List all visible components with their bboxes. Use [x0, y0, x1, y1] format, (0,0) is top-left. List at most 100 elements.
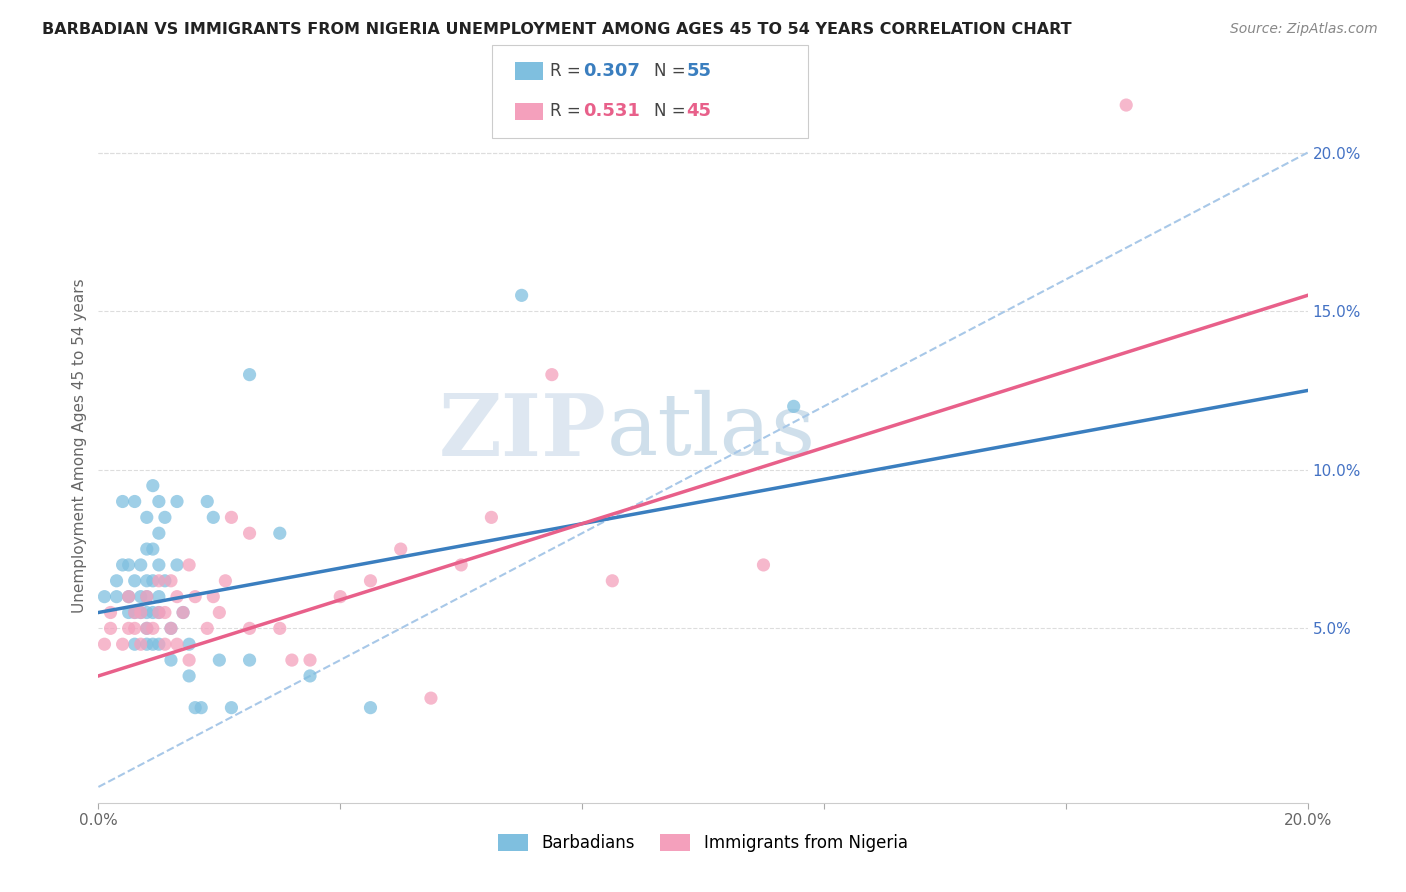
Point	[179, 653, 201, 667]
Point	[166, 558, 188, 572]
Point	[105, 590, 128, 604]
Point	[124, 637, 146, 651]
Point	[118, 590, 141, 604]
Point	[329, 590, 352, 604]
Point	[510, 288, 533, 302]
Text: ZIP: ZIP	[439, 390, 606, 474]
Point	[135, 510, 157, 524]
Point	[360, 700, 382, 714]
Text: N =: N =	[654, 62, 690, 80]
Point	[752, 558, 775, 572]
Point	[153, 510, 176, 524]
Point	[148, 606, 170, 620]
Point	[153, 606, 176, 620]
Point	[179, 637, 201, 651]
Point	[142, 542, 165, 557]
Point	[783, 400, 806, 414]
Text: Source: ZipAtlas.com: Source: ZipAtlas.com	[1230, 22, 1378, 37]
Point	[124, 621, 146, 635]
Point	[148, 526, 170, 541]
Point	[281, 653, 304, 667]
Point	[195, 621, 218, 635]
Point	[299, 669, 322, 683]
Point	[129, 637, 152, 651]
Point	[239, 526, 262, 541]
Point	[148, 637, 170, 651]
Point	[153, 574, 176, 588]
Point	[602, 574, 624, 588]
Point	[124, 606, 146, 620]
Point	[239, 368, 262, 382]
Point	[124, 574, 146, 588]
Text: N =: N =	[654, 103, 690, 120]
Point	[124, 494, 146, 508]
Point	[214, 574, 236, 588]
Point	[269, 621, 291, 635]
Point	[1115, 98, 1137, 112]
Point	[450, 558, 472, 572]
Point	[195, 494, 218, 508]
Legend: Barbadians, Immigrants from Nigeria: Barbadians, Immigrants from Nigeria	[492, 827, 914, 859]
Point	[166, 494, 188, 508]
Text: R =: R =	[550, 103, 586, 120]
Point	[135, 637, 157, 651]
Point	[142, 606, 165, 620]
Point	[135, 606, 157, 620]
Point	[135, 590, 157, 604]
Text: 0.307: 0.307	[583, 62, 640, 80]
Point	[160, 621, 183, 635]
Point	[184, 700, 207, 714]
Point	[148, 606, 170, 620]
Point	[118, 590, 141, 604]
Point	[166, 637, 188, 651]
Point	[93, 590, 115, 604]
Point	[481, 510, 503, 524]
Point	[135, 542, 157, 557]
Point	[269, 526, 291, 541]
Point	[148, 494, 170, 508]
Point	[129, 606, 152, 620]
Point	[105, 574, 128, 588]
Point	[166, 590, 188, 604]
Y-axis label: Unemployment Among Ages 45 to 54 years: Unemployment Among Ages 45 to 54 years	[72, 278, 87, 614]
Point	[129, 590, 152, 604]
Text: 0.531: 0.531	[583, 103, 640, 120]
Point	[389, 542, 412, 557]
Point	[208, 606, 231, 620]
Point	[93, 637, 115, 651]
Point	[142, 637, 165, 651]
Point	[129, 558, 152, 572]
Point	[148, 590, 170, 604]
Point	[135, 621, 157, 635]
Text: BARBADIAN VS IMMIGRANTS FROM NIGERIA UNEMPLOYMENT AMONG AGES 45 TO 54 YEARS CORR: BARBADIAN VS IMMIGRANTS FROM NIGERIA UNE…	[42, 22, 1071, 37]
Point	[100, 606, 122, 620]
Point	[129, 606, 152, 620]
Point	[208, 653, 231, 667]
Point	[299, 653, 322, 667]
Point	[148, 574, 170, 588]
Point	[172, 606, 194, 620]
Point	[239, 653, 262, 667]
Point	[221, 700, 243, 714]
Point	[118, 621, 141, 635]
Point	[221, 510, 243, 524]
Text: R =: R =	[550, 62, 586, 80]
Point	[135, 621, 157, 635]
Point	[179, 558, 201, 572]
Point	[135, 574, 157, 588]
Point	[360, 574, 382, 588]
Point	[142, 574, 165, 588]
Point	[179, 669, 201, 683]
Point	[118, 558, 141, 572]
Point	[142, 478, 165, 492]
Point	[184, 590, 207, 604]
Point	[142, 621, 165, 635]
Point	[239, 621, 262, 635]
Point	[148, 558, 170, 572]
Text: 55: 55	[686, 62, 711, 80]
Point	[135, 590, 157, 604]
Point	[160, 621, 183, 635]
Point	[160, 653, 183, 667]
Point	[202, 590, 225, 604]
Point	[202, 510, 225, 524]
